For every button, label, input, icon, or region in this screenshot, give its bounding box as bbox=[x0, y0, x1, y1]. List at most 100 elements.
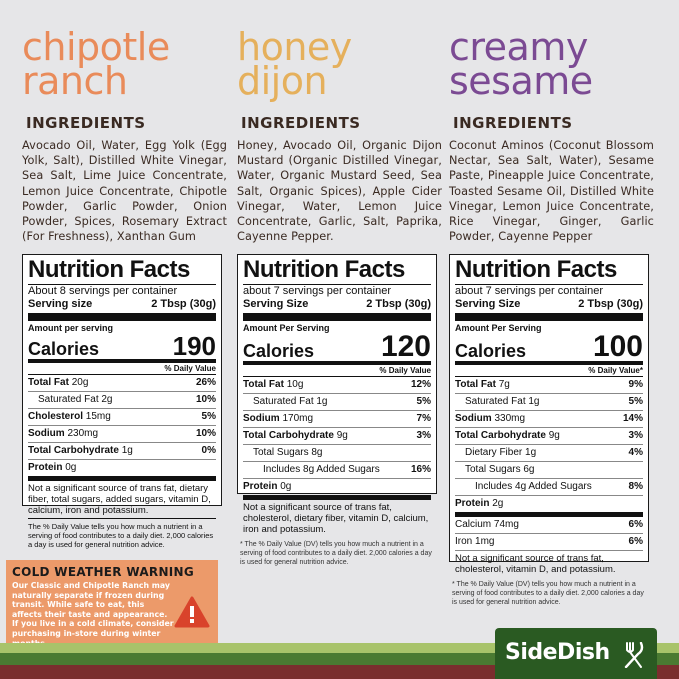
nutrient-name: Includes 4g Added Sugars bbox=[475, 481, 592, 492]
nutrition-heading: Nutrition Facts bbox=[243, 257, 431, 285]
nutrient-amount: 8g bbox=[311, 447, 323, 458]
nutrition-heading: Nutrition Facts bbox=[28, 257, 216, 285]
stripe-light-green bbox=[0, 643, 679, 653]
daily-value-note: * The % Daily Value (DV) tells you how m… bbox=[452, 581, 644, 606]
nutrient-daily-value: 3% bbox=[416, 430, 431, 441]
nutrient-daily-value: 4% bbox=[628, 447, 643, 458]
nutrient-name: Includes 8g Added Sugars bbox=[263, 464, 380, 475]
calories-row: Calories 100 bbox=[455, 330, 643, 365]
servings-per-container: About 8 servings per container bbox=[28, 285, 178, 297]
nutrient-daily-value: 10% bbox=[195, 394, 216, 405]
nutrient-amount: 20g bbox=[71, 377, 89, 388]
nutrient-amount: 10g bbox=[286, 379, 304, 390]
nutrient-label: Sodium 230mg bbox=[28, 427, 98, 441]
calories-label: Calories bbox=[28, 339, 100, 359]
title-line-2: dijon bbox=[237, 59, 328, 103]
nutrient-label: Protein 0g bbox=[243, 480, 291, 494]
serving-size: Serving size 2 Tbsp (30g) bbox=[28, 298, 216, 321]
calories-value: 190 bbox=[172, 331, 216, 361]
nutrition-panel-chipotle: Nutrition Facts About 8 servings per con… bbox=[22, 254, 222, 549]
nutrient-name: Total Fat bbox=[455, 379, 496, 390]
calories-value: 100 bbox=[592, 330, 643, 363]
nutrient-name: Cholesterol bbox=[28, 411, 84, 422]
nutrient-daily-value: 6% bbox=[628, 536, 643, 547]
nutrient-row: Total Sugars 8g bbox=[243, 445, 431, 462]
nutrient-daily-value: 10% bbox=[195, 428, 216, 439]
ingredients-text: Avocado Oil, Water, Egg Yolk (Egg Yolk, … bbox=[22, 139, 227, 244]
nutrient-amount: 1mg bbox=[475, 536, 495, 547]
nutrition-footnote: Not a significant source of trans fat, c… bbox=[455, 553, 616, 575]
nutrient-label: Saturated Fat 1g bbox=[253, 395, 328, 409]
nutrient-row: Dietary Fiber 1g 4% bbox=[455, 445, 643, 462]
ingredients-heading: INGREDIENTS bbox=[26, 114, 146, 132]
nutrient-amount: 1g bbox=[525, 447, 537, 458]
nutrient-name: Saturated Fat bbox=[465, 396, 526, 407]
ingredients-heading: INGREDIENTS bbox=[241, 114, 361, 132]
nutrient-label: Includes 8g Added Sugars bbox=[263, 463, 380, 477]
nutrient-row: Protein 0g bbox=[243, 479, 431, 500]
nutrient-name: Total Carbohydrate bbox=[243, 430, 334, 441]
nutrient-label: Total Fat 20g bbox=[28, 376, 88, 390]
nutrient-label: Sodium 330mg bbox=[455, 412, 525, 426]
nutrient-row: Sodium 230mg 10% bbox=[28, 426, 216, 443]
title-line-1: chipotle bbox=[22, 25, 170, 69]
title-line-1: honey bbox=[237, 25, 352, 69]
nutrient-name: Total Carbohydrate bbox=[28, 445, 119, 456]
servings-per-container: about 7 servings per container bbox=[243, 285, 391, 297]
nutrient-amount: 7g bbox=[498, 379, 510, 390]
nutrient-daily-value: 0% bbox=[201, 445, 216, 456]
nutrient-name: Total Sugars bbox=[253, 447, 309, 458]
nutrient-name: Saturated Fat bbox=[38, 394, 99, 405]
nutrition-panel-honey: Nutrition Facts about 7 servings per con… bbox=[237, 254, 437, 535]
nutrient-row: Saturated Fat 2g 10% bbox=[28, 392, 216, 409]
nutrient-row: Saturated Fat 1g 5% bbox=[243, 394, 431, 411]
product-title: chipotle ranch bbox=[22, 0, 227, 104]
fork-knife-icon bbox=[623, 641, 645, 674]
nutrient-amount: 230mg bbox=[67, 428, 99, 439]
nutrient-daily-value: 3% bbox=[628, 430, 643, 441]
title-line-2: sesame bbox=[449, 59, 593, 103]
nutrient-amount: 6g bbox=[523, 464, 535, 475]
nutrient-daily-value: 6% bbox=[628, 519, 643, 530]
nutrient-row: Saturated Fat 1g 5% bbox=[455, 394, 643, 411]
column-creamy-sesame: creamy sesame INGREDIENTS Coconut Aminos… bbox=[449, 0, 654, 244]
nutrient-row: Total Carbohydrate 9g 3% bbox=[243, 428, 431, 445]
nutrition-panel-sesame: Nutrition Facts about 7 servings per con… bbox=[449, 254, 649, 575]
nutrient-label: Total Carbohydrate 9g bbox=[455, 429, 560, 443]
nutrient-amount: 1g bbox=[316, 396, 328, 407]
nutrition-heading: Nutrition Facts bbox=[455, 257, 643, 285]
nutrient-name: Protein bbox=[28, 462, 63, 473]
nutrient-amount: 1g bbox=[528, 396, 540, 407]
nutrient-amount: 0g bbox=[65, 462, 77, 473]
nutrient-row: Includes 4g Added Sugars 8% bbox=[455, 479, 643, 496]
nutrient-label: Iron 1mg bbox=[455, 535, 494, 549]
nutrient-amount: 1g bbox=[121, 445, 133, 456]
nutrient-label: Total Carbohydrate 1g bbox=[28, 444, 133, 458]
serving-size: Serving Size 2 Tbsp (30g) bbox=[455, 298, 643, 321]
serving-size-label: Serving Size bbox=[243, 298, 309, 310]
sidedish-logo: SideDish bbox=[495, 628, 657, 679]
nutrient-label: Saturated Fat 1g bbox=[465, 395, 540, 409]
nutrition-footnote: Not a significant source of trans fat, d… bbox=[28, 481, 216, 519]
nutrient-label: Total Carbohydrate 9g bbox=[243, 429, 348, 443]
nutrient-row: Total Fat 20g 26% bbox=[28, 375, 216, 392]
nutrient-row: Total Fat 10g 12% bbox=[243, 377, 431, 394]
product-title: creamy sesame bbox=[449, 0, 654, 104]
nutrient-label: Includes 4g Added Sugars bbox=[475, 480, 592, 494]
nutrient-row: Calcium 74mg 6% bbox=[455, 517, 643, 534]
nutrient-amount: 9g bbox=[548, 430, 560, 441]
daily-value-note: The % Daily Value tells you how much a n… bbox=[28, 522, 214, 549]
nutrient-daily-value: 12% bbox=[410, 379, 431, 390]
nutrient-name: Saturated Fat bbox=[253, 396, 314, 407]
nutrient-daily-value: 5% bbox=[201, 411, 216, 422]
serving-size-label: Serving Size bbox=[455, 298, 521, 310]
warning-heading: COLD WEATHER WARNING bbox=[12, 565, 195, 579]
nutrient-daily-value: 9% bbox=[628, 379, 643, 390]
nutrient-label: Saturated Fat 2g bbox=[38, 393, 113, 407]
nutrient-amount: 74mg bbox=[493, 519, 519, 530]
serving-size-value: 2 Tbsp (30g) bbox=[366, 298, 431, 310]
nutrient-amount: 15mg bbox=[85, 411, 111, 422]
nutrient-daily-value: 26% bbox=[195, 377, 216, 388]
nutrition-footnote: Not a significant source of trans fat, c… bbox=[243, 502, 429, 535]
nutrient-rows: Total Fat 7g 9% Saturated Fat 1g 5% Sodium 3… bbox=[455, 377, 643, 551]
